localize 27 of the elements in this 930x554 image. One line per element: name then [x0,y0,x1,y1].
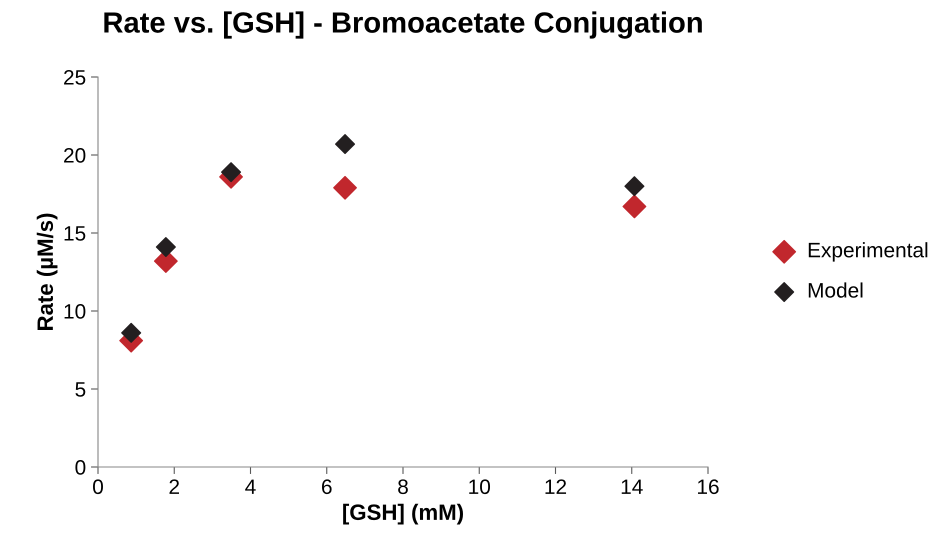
x-tick-label: 10 [469,479,490,494]
point [221,162,242,182]
x-tick-label: 2 [170,479,179,494]
y-tick-label: 20 [64,148,86,163]
y-tick-label: 15 [64,226,86,241]
point [156,237,176,258]
x-tick-label: 14 [622,480,643,494]
y-tick-label: 5 [75,382,86,397]
x-tick-label: 12 [546,479,566,494]
point [622,194,646,218]
point [624,176,644,196]
x-tick-label: 6 [322,479,332,494]
point [333,176,357,200]
x-tick-label: 0 [93,479,103,494]
point [335,134,356,154]
y-tick-label: 25 [64,70,86,85]
point [121,322,142,343]
y-tick-label: 10 [64,304,86,319]
x-tick-label: 8 [398,479,408,494]
chart-title: Rate vs. [GSH] - Bromoacetate Conjugation [104,11,702,39]
y-tick-label: 0 [75,460,86,475]
x-tick-label: 16 [698,479,719,494]
x-tick-label: 4 [245,480,256,494]
y-axis-title: Rate (µM/s) [36,214,58,330]
legend-label: Model [808,282,862,298]
x-axis-title: [GSH] (mM) [343,504,463,524]
legend-label: Experimental [808,242,928,262]
